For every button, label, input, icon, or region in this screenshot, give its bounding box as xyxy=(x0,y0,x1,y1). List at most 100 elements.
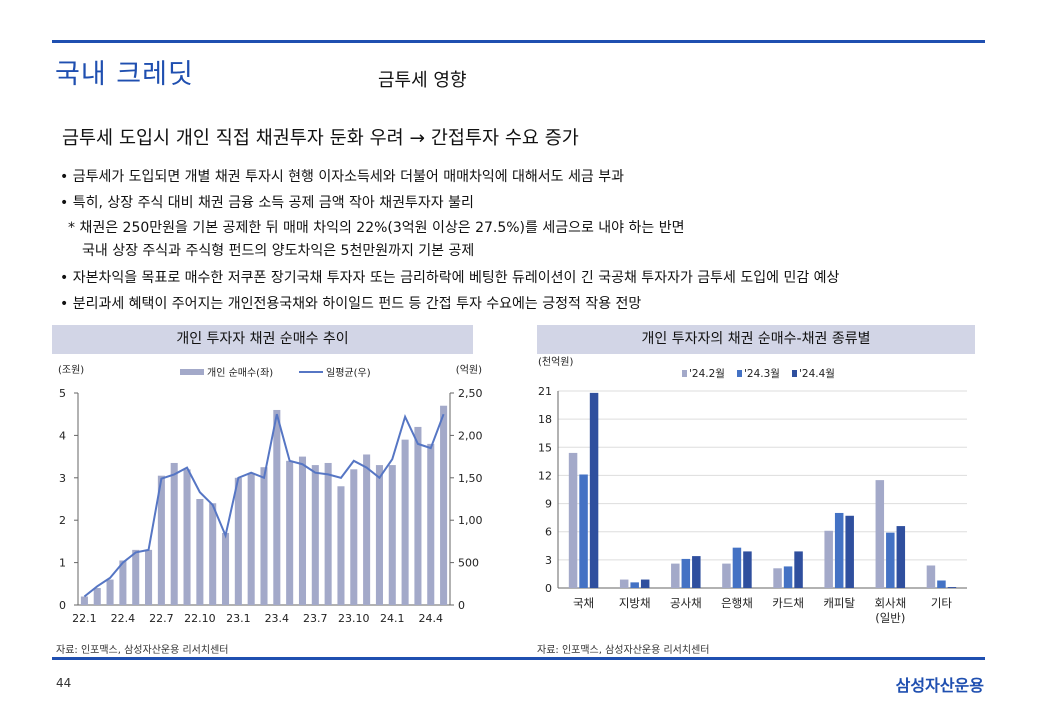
bar xyxy=(247,473,255,605)
bar xyxy=(589,392,599,588)
bar xyxy=(286,460,294,605)
y-tick-label: 21 xyxy=(538,385,552,398)
x-tick-label: 22.10 xyxy=(184,612,216,625)
bar xyxy=(324,462,332,605)
bar xyxy=(640,579,650,588)
bar xyxy=(350,469,358,605)
bullet-item: • 분리과세 혜택이 주어지는 개인전용국채와 하이일드 펀드 등 간접 투자 … xyxy=(60,296,642,312)
y-tick-label-right: 2,500 xyxy=(458,387,482,400)
y-tick-label-right: 1,500 xyxy=(458,472,482,485)
left-chart-source: 자료: 인포맥스, 삼성자산운용 리서치센터 xyxy=(56,645,229,656)
bar xyxy=(937,580,946,588)
y-tick-label: 0 xyxy=(545,582,552,595)
x-tick-label: 23.4 xyxy=(265,612,290,625)
bar xyxy=(145,549,153,605)
bar xyxy=(743,551,752,588)
bar xyxy=(157,475,165,605)
x-tick-label: 국채 xyxy=(573,596,594,610)
bar xyxy=(875,480,885,588)
y-tick-label-left: 5 xyxy=(59,387,66,400)
x-tick-label: 카드채 xyxy=(772,596,804,610)
x-tick-label: 23.7 xyxy=(303,612,328,625)
bar xyxy=(260,467,268,605)
bar xyxy=(681,558,691,588)
bar xyxy=(845,515,854,588)
x-tick-label: (일반) xyxy=(875,611,905,625)
x-tick-label: 공사채 xyxy=(670,596,702,610)
bar xyxy=(363,454,371,605)
y-tick-label-right: 0 xyxy=(458,599,465,612)
legend-label: '24.3월 xyxy=(744,368,780,380)
y-tick-label-left: 2 xyxy=(59,514,66,527)
bar xyxy=(440,405,448,605)
bar xyxy=(834,512,844,588)
y-tick-label-left: 3 xyxy=(59,472,66,485)
bar xyxy=(401,439,409,605)
y-tick-label-left: 4 xyxy=(59,429,66,442)
y-tick-label: 15 xyxy=(538,441,552,454)
x-tick-label: 캐피탈 xyxy=(823,596,855,610)
bar xyxy=(886,532,895,588)
bar xyxy=(722,563,731,588)
bullet-list: • 금투세가 도입되면 개별 채권 투자시 현행 이자소득세와 더불어 매매차익… xyxy=(60,164,980,317)
bar xyxy=(311,465,319,605)
left-chart-header: 개인 투자자 채권 순매수 추이 xyxy=(52,325,473,354)
bar xyxy=(132,549,140,605)
bar xyxy=(234,477,242,605)
bar xyxy=(414,426,422,605)
right-axis-unit: (억원) xyxy=(456,364,482,376)
bar xyxy=(732,547,742,588)
bar xyxy=(896,526,906,588)
legend-swatch-bar xyxy=(180,369,204,375)
bar xyxy=(773,568,782,588)
x-tick-label: 지방채 xyxy=(619,596,651,610)
bar xyxy=(692,556,701,588)
top-divider xyxy=(52,40,985,43)
page-number: 44 xyxy=(56,676,72,690)
bar xyxy=(196,499,204,605)
bar xyxy=(783,566,793,588)
y-tick-label: 6 xyxy=(545,526,552,539)
line-series xyxy=(83,413,445,598)
bar xyxy=(183,469,191,605)
legend-label: '24.4월 xyxy=(799,368,835,380)
bar xyxy=(824,530,833,588)
bottom-divider xyxy=(52,657,985,660)
bullet-item: • 자본차익을 목표로 매수한 저쿠폰 장기국채 투자자 또는 금리하락에 베팅… xyxy=(60,270,840,286)
bar xyxy=(93,588,101,605)
left-axis-unit: (조원) xyxy=(58,364,84,376)
bar xyxy=(619,579,629,588)
y-axis-unit: (천억원) xyxy=(538,356,574,368)
bar xyxy=(926,565,936,588)
bar xyxy=(119,560,127,605)
y-tick-label: 12 xyxy=(538,469,552,482)
y-tick-label-right: 500 xyxy=(458,557,479,570)
headline: 금투세 도입시 개인 직접 채권투자 둔화 우려 → 간접투자 수요 증가 xyxy=(62,128,579,149)
legend-swatch xyxy=(737,370,742,377)
bullet-item: • 금투세가 도입되면 개별 채권 투자시 현행 이자소득세와 더불어 매매차익… xyxy=(60,169,624,185)
bar xyxy=(794,551,803,588)
bar xyxy=(568,452,578,588)
bar xyxy=(671,563,680,588)
legend-label: '24.2월 xyxy=(689,368,725,380)
legend-swatch xyxy=(792,370,797,377)
page-subtitle: 금투세 영향 xyxy=(378,70,467,91)
legend-label: 일평균(우) xyxy=(326,367,371,379)
right-chart-header: 개인 투자자의 채권 순매수-채권 종류별 xyxy=(537,325,975,354)
x-tick-label: 회사채 xyxy=(874,596,906,610)
footnote-line: 국내 상장 주식과 주식형 펀드의 양도차익은 5천만원까지 기본 공제 xyxy=(82,243,475,259)
bar xyxy=(947,587,957,588)
bar xyxy=(209,503,217,605)
left-chart: (조원) (억원) 개인 순매수(좌) 일평균(우) 0 1 2 3 4 5 0 500 1,000 1,… xyxy=(58,364,482,625)
y-tick-label-right: 1,000 xyxy=(458,514,482,527)
x-tick-label: 22.7 xyxy=(149,612,174,625)
bar xyxy=(375,465,383,605)
x-tick-label: 22.4 xyxy=(111,612,135,625)
bar xyxy=(273,409,281,605)
right-chart-source: 자료: 인포맥스, 삼성자산운용 리서치센터 xyxy=(537,645,710,656)
y-tick-label-right: 2,000 xyxy=(458,429,482,442)
y-tick-label: 9 xyxy=(545,498,552,511)
legend-label: 개인 순매수(좌) xyxy=(207,367,273,379)
bar xyxy=(388,465,396,605)
x-tick-label: 24.4 xyxy=(419,612,444,625)
